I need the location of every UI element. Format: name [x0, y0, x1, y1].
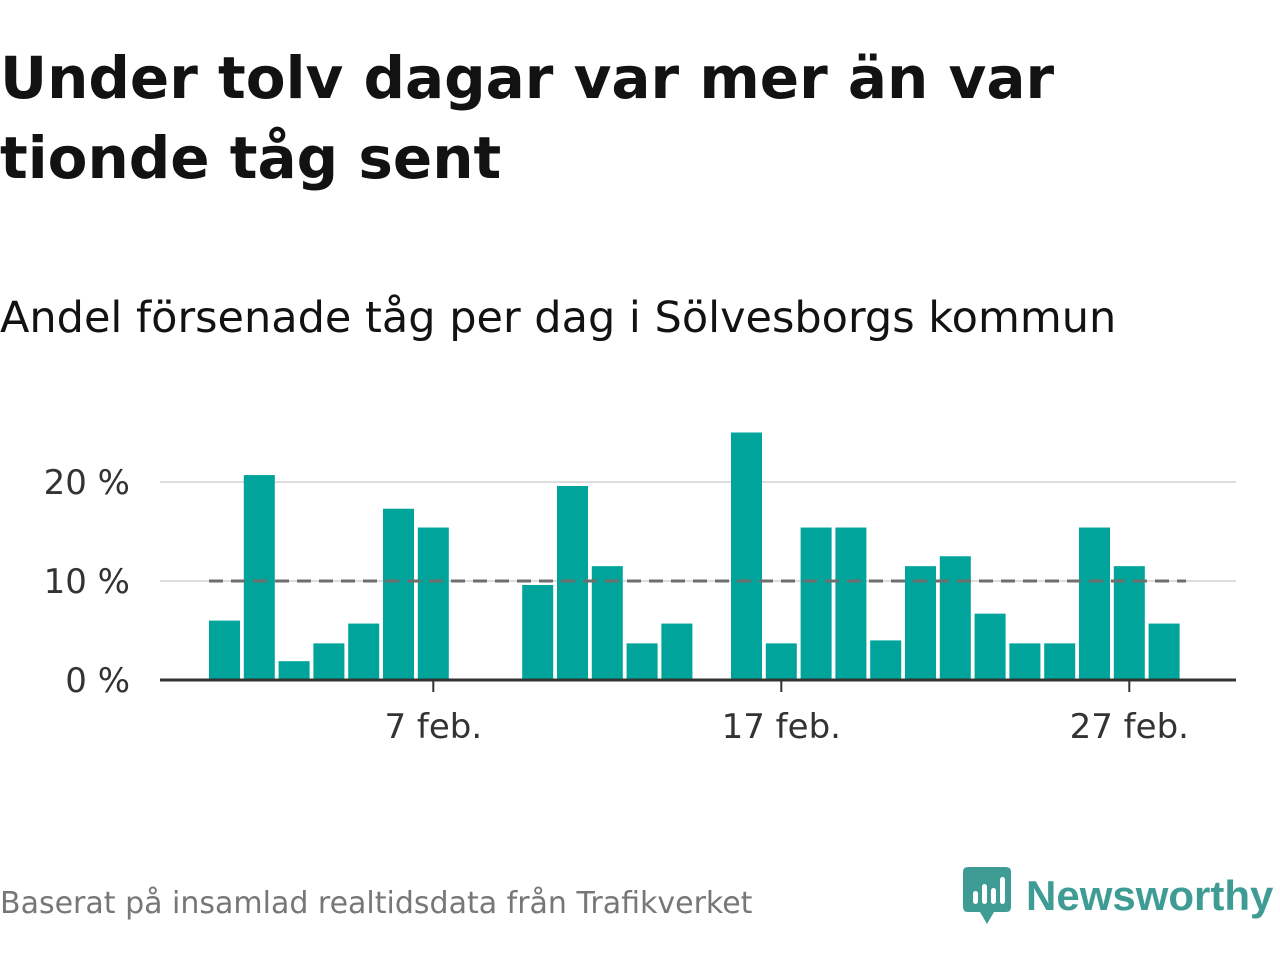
- bar: [313, 643, 345, 680]
- bar: [1079, 527, 1110, 680]
- bar: [417, 527, 449, 680]
- source-note: Baserat på insamlad realtidsdata från Tr…: [0, 886, 753, 921]
- y-tick-label: 0 %: [65, 661, 130, 701]
- bar: [1009, 643, 1041, 680]
- bar: [209, 620, 240, 680]
- bar: [870, 640, 902, 680]
- brand-name: Newsworthy: [1026, 872, 1274, 919]
- bar: [731, 432, 762, 680]
- x-tick-label: 17 feb.: [722, 707, 841, 747]
- chart-title: Under tolv dagar var mer än var tionde t…: [0, 44, 1055, 192]
- y-tick-label: 10 %: [44, 562, 130, 602]
- newsworthy-logo-icon: [963, 867, 1011, 924]
- bar: [626, 643, 658, 680]
- bar: [835, 527, 867, 680]
- bar: [905, 566, 936, 680]
- y-tick-label: 20 %: [44, 463, 130, 503]
- x-tick-label: 7 feb.: [384, 707, 482, 747]
- bar: [383, 508, 414, 680]
- bar: [348, 623, 380, 680]
- bar: [522, 584, 554, 680]
- bar: [243, 475, 275, 680]
- bar: [974, 613, 1006, 680]
- bar: [1044, 643, 1076, 680]
- bar: [278, 661, 310, 680]
- brand-logo: Newsworthy: [962, 864, 1273, 928]
- bar: [661, 623, 693, 680]
- bar-chart: 0 % 10 % 20 % 7 feb. 17 feb. 27 feb.: [44, 432, 1236, 747]
- bar: [800, 527, 832, 680]
- bar: [939, 556, 971, 680]
- bar: [1113, 566, 1145, 680]
- bar: [557, 485, 588, 680]
- x-tick-label: 27 feb.: [1070, 707, 1189, 747]
- bar: [1148, 623, 1180, 680]
- bar: [765, 643, 797, 680]
- bar: [591, 566, 623, 680]
- chart-subtitle: Andel försenade tåg per dag i Sölvesborg…: [0, 293, 1117, 343]
